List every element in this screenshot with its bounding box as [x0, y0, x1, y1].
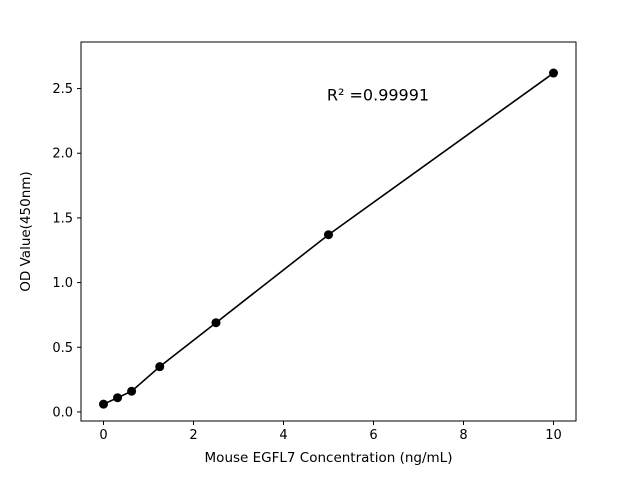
data-point: [324, 230, 333, 240]
data-point: [127, 386, 137, 396]
x-tick-label: 8: [459, 428, 467, 443]
y-tick-label: 1.5: [52, 211, 73, 226]
r-squared-annotation: R² =0.99991: [327, 86, 429, 105]
data-point: [549, 68, 558, 78]
x-tick-label: 10: [545, 428, 562, 443]
y-tick-label: 2.0: [52, 147, 73, 162]
y-tick-label: 2.5: [52, 82, 73, 97]
x-tick-label: 0: [99, 428, 107, 443]
data-point: [211, 318, 221, 328]
data-point: [155, 362, 165, 372]
x-tick-label: 4: [279, 428, 287, 443]
y-tick-label: 0.0: [52, 405, 73, 420]
data-point: [99, 399, 108, 409]
x-tick-label: 2: [189, 428, 197, 443]
data-point: [113, 393, 123, 403]
y-axis-label: OD Value(450nm): [18, 171, 34, 291]
x-axis-label: Mouse EGFL7 Concentration (ng/mL): [205, 450, 453, 466]
plot-frame: [80, 41, 577, 422]
x-tick-label: 6: [369, 428, 377, 443]
y-tick-label: 1.0: [52, 276, 73, 291]
y-tick-label: 0.5: [52, 341, 73, 356]
